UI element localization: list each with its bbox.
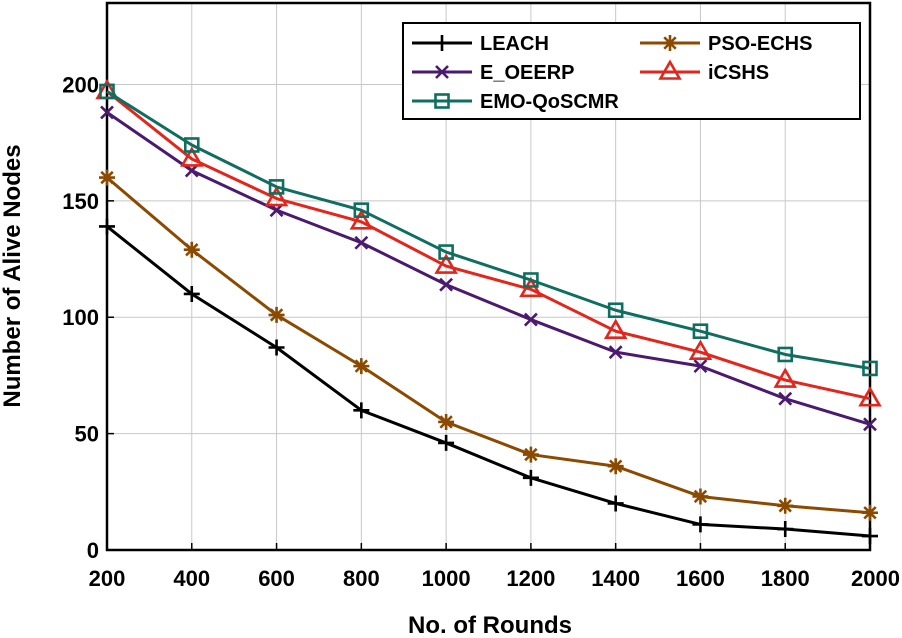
series-line: [106, 90, 871, 370]
data-point-asterisk: [777, 497, 794, 514]
data-point-triangle: [688, 339, 713, 360]
y-tick-label: 0: [87, 538, 99, 563]
data-point-triangle: [773, 367, 797, 388]
x-tick-label: 1000: [422, 566, 471, 591]
data-point-x: [693, 359, 708, 374]
data-point-x: [435, 65, 449, 79]
y-tick-label: 200: [62, 72, 99, 97]
data-point-asterisk: [438, 413, 455, 430]
data-point-asterisk: [522, 446, 539, 463]
data-point-square: [99, 83, 115, 100]
x-tick-label: 200: [89, 566, 126, 591]
x-tick-label: 400: [173, 566, 210, 591]
data-point-square: [862, 360, 878, 377]
data-point-plus: [607, 495, 624, 512]
legend: LEACH PSO-ECHS E_OEERP iCSHS EMO-QoSCMR: [402, 22, 861, 120]
data-point-asterisk: [353, 358, 370, 375]
data-point-asterisk: [607, 458, 624, 475]
data-point-square: [777, 346, 794, 363]
axis-ticks: 200 400 600 800 1000 1200 1400 1600 1800 2000 0 50 1…: [62, 72, 900, 591]
series-leach: [99, 218, 878, 545]
data-point-triangle: [264, 185, 289, 207]
data-point-x: [608, 345, 623, 360]
series-icshs: [95, 78, 882, 407]
data-point-x: [863, 417, 877, 432]
series-emo-qoscmr: [99, 83, 878, 377]
data-point-plus: [434, 35, 450, 51]
series-line: [106, 225, 871, 538]
data-point-square: [183, 137, 200, 153]
data-point-plus: [438, 434, 455, 451]
series-line: [106, 90, 871, 401]
data-point-square: [434, 93, 450, 109]
data-point-square: [268, 179, 285, 195]
data-point-triangle: [434, 253, 458, 274]
data-point-asterisk: [662, 35, 678, 51]
data-point-plus: [99, 218, 115, 235]
plot-frame: [105, 1, 872, 552]
data-point-asterisk: [183, 241, 200, 258]
legend-label: LEACH: [480, 33, 549, 55]
x-tick-label: 1200: [506, 566, 555, 591]
data-point-asterisk: [268, 306, 285, 323]
x-tick-label: 1400: [591, 566, 640, 591]
data-point-square: [353, 202, 370, 218]
series-line: [106, 111, 871, 426]
data-point-triangle: [603, 318, 628, 339]
legend-item-e-oeerp: E_OEERP: [412, 62, 574, 84]
x-tick-label: 600: [258, 566, 295, 591]
series-group: [95, 78, 882, 545]
y-axis-label: Number of Alive Nodes: [0, 144, 26, 407]
legend-label: PSO-ECHS: [708, 33, 812, 55]
legend-item-pso-echs: PSO-ECHS: [640, 33, 812, 55]
data-point-square: [692, 323, 709, 340]
data-point-plus: [183, 285, 200, 302]
data-point-square: [607, 302, 624, 319]
x-tick-label: 800: [343, 566, 380, 591]
legend-item-leach: LEACH: [412, 33, 549, 55]
legend-label: E_OEERP: [480, 62, 574, 84]
data-point-asterisk: [692, 488, 709, 505]
data-point-asterisk: [99, 169, 115, 186]
data-point-triangle: [658, 59, 682, 80]
series-line: [106, 176, 871, 515]
x-tick-label: 1600: [676, 566, 725, 591]
data-point-plus: [692, 516, 709, 533]
data-point-asterisk: [862, 504, 878, 521]
data-point-plus: [353, 402, 370, 419]
data-point-triangle: [180, 146, 204, 167]
data-point-triangle: [858, 386, 882, 407]
series-pso-echs: [99, 169, 878, 521]
y-tick-label: 50: [75, 422, 99, 447]
data-point-plus: [522, 469, 539, 486]
legend-box: [402, 22, 861, 120]
data-point-x: [439, 277, 454, 292]
x-tick-label: 1800: [761, 566, 810, 591]
data-point-square: [438, 244, 454, 260]
x-tick-label: 2000: [851, 566, 900, 591]
legend-item-emo-qoscmr: EMO-QoSCMR: [412, 91, 619, 113]
data-point-x: [354, 235, 369, 250]
y-tick-label: 100: [62, 305, 99, 330]
data-point-square: [523, 272, 539, 288]
data-point-triangle: [349, 209, 374, 230]
data-point-x: [778, 391, 793, 406]
data-point-x: [100, 105, 114, 120]
legend-label: EMO-QoSCMR: [480, 91, 619, 113]
data-point-plus: [268, 339, 285, 356]
y-tick-label: 150: [62, 189, 99, 214]
x-axis-label: No. of Rounds: [408, 612, 572, 638]
data-point-plus: [862, 528, 878, 545]
legend-label: iCSHS: [708, 62, 769, 84]
series-e-oeerp: [100, 105, 877, 432]
data-point-plus: [777, 521, 794, 538]
data-point-x: [523, 312, 538, 327]
legend-item-icshs: iCSHS: [640, 59, 769, 84]
